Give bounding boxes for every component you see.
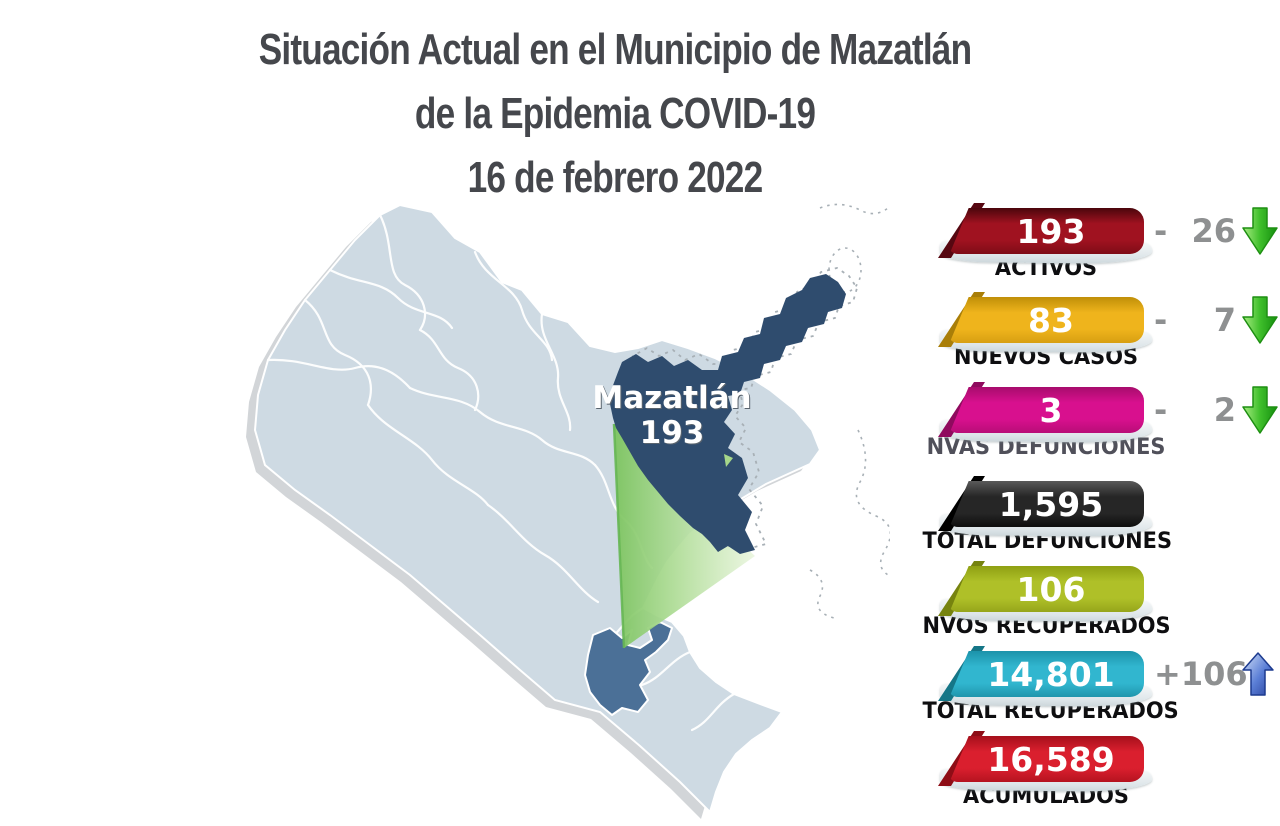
map-svg: Mazatlán 193 [246,203,895,819]
stat-delta: +106 [1154,651,1275,697]
delta-value: 7 [1213,301,1236,339]
stat-value: 1,595 [998,484,1104,524]
title-line-1: Situación Actual en el Municipio de Maza… [258,25,972,74]
stat-value: 3 [1039,390,1063,430]
stat-total-defunciones: 1,595 TOTAL DEFUNCIONES [923,476,1280,554]
stat-value: 193 [1016,211,1086,251]
callout-beam-edge [612,423,626,649]
badge-plate: 83 [948,297,1144,343]
title-line-3: 16 de febrero 2022 [467,153,764,202]
stat-nvos-recuperados: 106 NVOS RECUPERADOS [923,561,1280,639]
region-label: Mazatlán 193 [592,380,751,451]
delta-sign: - [1154,301,1168,339]
title-block: Situación Actual en el Municipio de Maza… [135,18,1095,210]
sinaloa-map: Mazatlán 193 [170,190,895,826]
stat-delta: -26 [1154,207,1279,255]
stat-delta: -2 [1154,386,1279,434]
badge-plate: 106 [948,566,1144,612]
state-shape [253,203,822,814]
title-line-2: de la Epidemia COVID-19 [414,89,816,138]
badge-plate: 193 [948,208,1144,254]
badge-plate: 1,595 [948,481,1144,527]
stat-value: 14,801 [987,654,1115,694]
stat-nvas-defunciones: 3 NVAS DEFUNCIONES -2 [927,382,1280,460]
delta-value: 2 [1213,391,1236,429]
stat-delta: -7 [1154,296,1279,344]
badge-plate: 3 [948,387,1144,433]
stats-column: 193 ACTIVOS -26 83 NUEVOS CASOS -7 [923,203,1280,809]
stat-total-recuperados: 14,801 TOTAL RECUPERADOS +106 [923,646,1280,724]
stat-value: 106 [1016,569,1086,609]
badge-plate: 16,589 [948,736,1144,782]
mazatlan-region-shape [610,274,846,554]
delta-sign: - [1154,212,1168,250]
stat-activos: 193 ACTIVOS -26 [930,203,1280,281]
delta-value: 106 [1180,655,1248,693]
delta-sign: + [1154,655,1181,693]
stat-nuevos-casos: 83 NUEVOS CASOS -7 [930,292,1280,370]
region-label-value: 193 [640,415,705,451]
badge-plate: 14,801 [948,651,1144,697]
region-label-name: Mazatlán [592,380,751,416]
decrease-arrow-icon [1242,207,1278,255]
stat-value: 16,589 [987,739,1115,779]
decrease-arrow-icon [1242,296,1278,344]
neighbour-dashed-lines [809,203,895,619]
delta-sign: - [1154,391,1168,429]
region-green-notch [724,454,733,467]
stat-acumulados: 16,589 ACUMULADOS [930,731,1280,809]
increase-arrow-icon [1242,652,1274,696]
decrease-arrow-icon [1242,386,1278,434]
delta-value: 26 [1191,212,1236,250]
stat-value: 83 [1028,300,1074,340]
